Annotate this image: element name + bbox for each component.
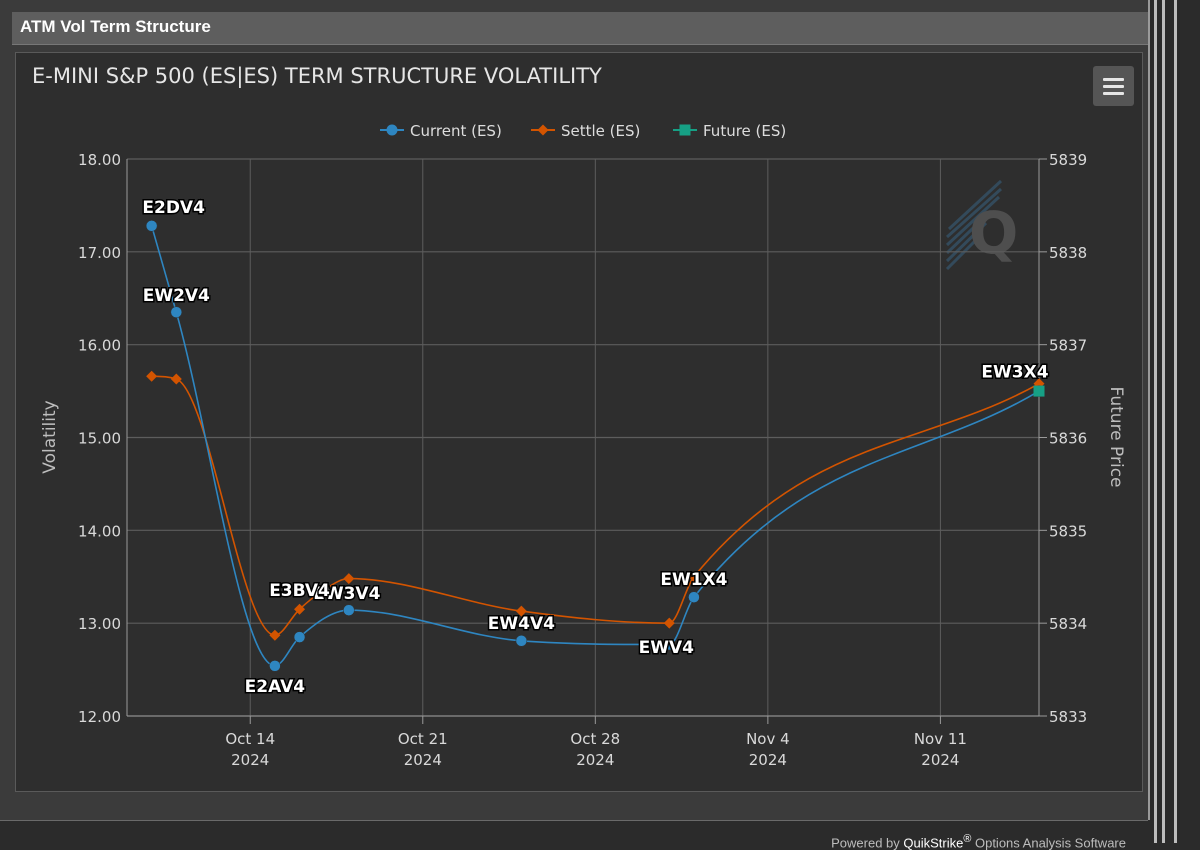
settle-point: [170, 373, 182, 385]
x-tick-label: Oct 21: [398, 730, 448, 748]
x-tick-year-label: 2024: [576, 751, 614, 769]
y2-tick-label: 5833: [1049, 708, 1087, 726]
y-tick-label: 14.00: [78, 522, 121, 540]
scroll-track[interactable]: [1150, 0, 1200, 843]
current-point: [269, 660, 281, 672]
data-label: EW2V4: [143, 286, 210, 306]
chart-menu-button[interactable]: [1093, 66, 1134, 106]
x-tick-label: Oct 14: [225, 730, 275, 748]
y2-tick-label: 5836: [1049, 430, 1087, 448]
x-tick-year-label: 2024: [749, 751, 787, 769]
settle-point: [294, 603, 306, 615]
legend-item[interactable]: Current (ES): [380, 122, 502, 140]
current-point: [343, 604, 355, 616]
future-point: [1033, 385, 1045, 397]
footer-credit: Powered by QuikStrike® Options Analysis …: [831, 833, 1126, 850]
y-axis-title: Volatility: [40, 400, 60, 473]
data-label: EW4V4: [488, 614, 555, 634]
hamburger-menu-icon: [1103, 78, 1124, 81]
y2-tick-label: 5835: [1049, 522, 1087, 540]
data-label: E3BV4: [269, 581, 330, 601]
data-label: EW1X4: [660, 570, 727, 590]
y-tick-label: 13.00: [78, 615, 121, 633]
legend-square-icon: [679, 124, 691, 136]
legend-circle-icon: [386, 124, 398, 136]
settle-point: [663, 617, 675, 629]
x-tick-year-label: 2024: [921, 751, 959, 769]
current-point: [688, 591, 700, 603]
legend-diamond-icon: [537, 124, 549, 136]
y-tick-label: 18.00: [78, 151, 121, 169]
x-tick-year-label: 2024: [404, 751, 442, 769]
legend-label: Future (ES): [703, 122, 786, 140]
series-line-diamond: [151, 375, 1040, 637]
current-point: [515, 635, 528, 647]
current-point: [293, 631, 306, 643]
current-point: [145, 220, 158, 232]
y-tick-label: 16.00: [78, 337, 121, 355]
legend-item[interactable]: Future (ES): [673, 122, 786, 140]
x-tick-label: Nov 4: [746, 730, 790, 748]
scroll-rail: [1162, 0, 1165, 843]
hamburger-menu-icon: [1103, 85, 1124, 88]
settle-point: [269, 629, 281, 641]
panel-title: ATM Vol Term Structure: [20, 17, 211, 36]
volatility-term-structure-chart: E-MINI S&P 500 (ES|ES) TERM STRUCTURE VO…: [32, 64, 1126, 769]
y2-tick-label: 5838: [1049, 244, 1087, 262]
footer-reg-mark: ®: [963, 833, 972, 845]
quikstrike-logo-icon: Q: [945, 179, 1018, 271]
y2-tick-label: 5837: [1049, 337, 1087, 355]
x-tick-year-label: 2024: [231, 751, 269, 769]
data-label: EW3X4: [981, 363, 1048, 383]
settle-point: [318, 584, 330, 596]
x-tick-label: Nov 11: [914, 730, 967, 748]
current-point: [663, 638, 676, 651]
panel-header: ATM Vol Term Structure: [12, 12, 1148, 45]
data-label: E2DV4: [142, 198, 205, 218]
hamburger-menu-icon: [1103, 92, 1124, 95]
settle-point: [688, 571, 700, 583]
chart-title: E-MINI S&P 500 (ES|ES) TERM STRUCTURE VO…: [32, 64, 602, 89]
y2-axis-title: Future Price: [1106, 386, 1126, 487]
legend-label: Settle (ES): [561, 122, 640, 140]
y2-tick-label: 5834: [1049, 615, 1087, 633]
y-tick-label: 15.00: [78, 430, 121, 448]
chart-container: E-MINI S&P 500 (ES|ES) TERM STRUCTURE VO…: [15, 52, 1143, 792]
settle-point: [515, 605, 527, 617]
legend-item[interactable]: Settle (ES): [531, 122, 640, 140]
data-label: EW3V4: [313, 584, 380, 604]
y-tick-label: 17.00: [78, 244, 121, 262]
footer-bar: Powered by QuikStrike® Options Analysis …: [0, 820, 1148, 850]
svg-text:Q: Q: [969, 199, 1018, 267]
series-line-circle: [150, 225, 1040, 667]
data-label: EWV4: [639, 638, 695, 658]
data-label: E2AV4: [245, 677, 306, 697]
scroll-rail: [1174, 0, 1177, 843]
scroll-rail: [1154, 0, 1157, 843]
legend-label: Current (ES): [410, 122, 502, 140]
settle-point: [343, 573, 355, 585]
y2-tick-label: 5839: [1049, 151, 1087, 169]
settle-point: [146, 370, 158, 382]
y-tick-label: 12.00: [78, 708, 121, 726]
current-point: [170, 306, 183, 318]
x-tick-label: Oct 28: [570, 730, 620, 748]
